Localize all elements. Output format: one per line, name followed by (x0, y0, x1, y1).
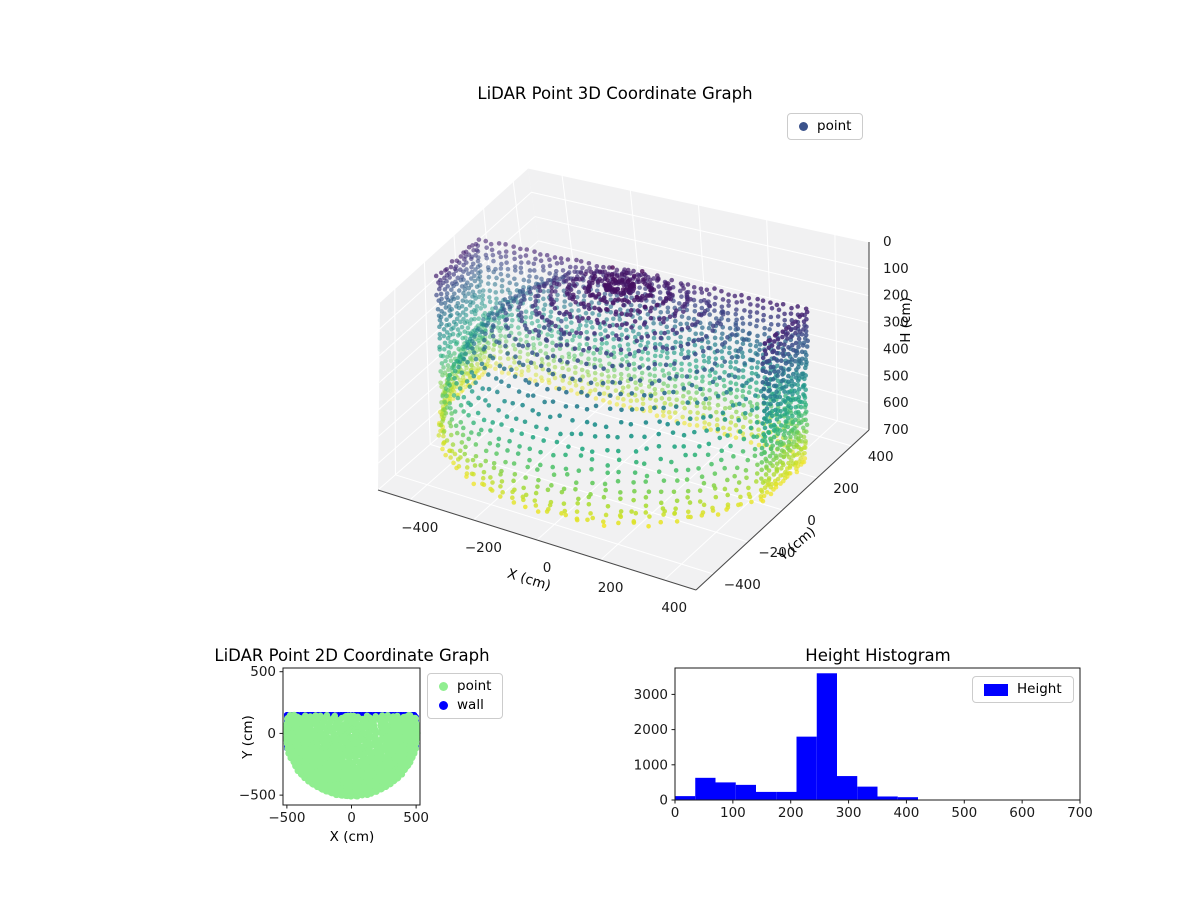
histogram-legend: Height (972, 676, 1074, 703)
legend-item: wall (439, 698, 491, 713)
legend-item: point (799, 119, 851, 134)
wall-marker-icon (439, 701, 448, 710)
plot2d-legend: point wall (427, 673, 504, 719)
legend-label: point (817, 118, 852, 134)
plot3d-legend: point (787, 113, 864, 140)
legend-item: Height (984, 682, 1062, 697)
legend-item: point (439, 679, 491, 694)
plot2d-title: LiDAR Point 2D Coordinate Graph (214, 646, 490, 665)
plot2d-xaxis-label: X (cm) (329, 829, 375, 845)
legend-label: point (457, 678, 492, 694)
point-marker-icon (799, 122, 808, 131)
height-swatch-icon (984, 683, 1008, 696)
legend-label: Height (1017, 681, 1062, 697)
histogram-title: Height Histogram (805, 646, 951, 665)
plot3d-haxis-label: H (cm) (898, 297, 914, 343)
plot2d-yaxis-label: Y (cm) (240, 715, 256, 759)
plot3d-title: LiDAR Point 3D Coordinate Graph (477, 84, 753, 103)
point-marker-icon (439, 682, 448, 691)
legend-label: wall (457, 697, 484, 713)
